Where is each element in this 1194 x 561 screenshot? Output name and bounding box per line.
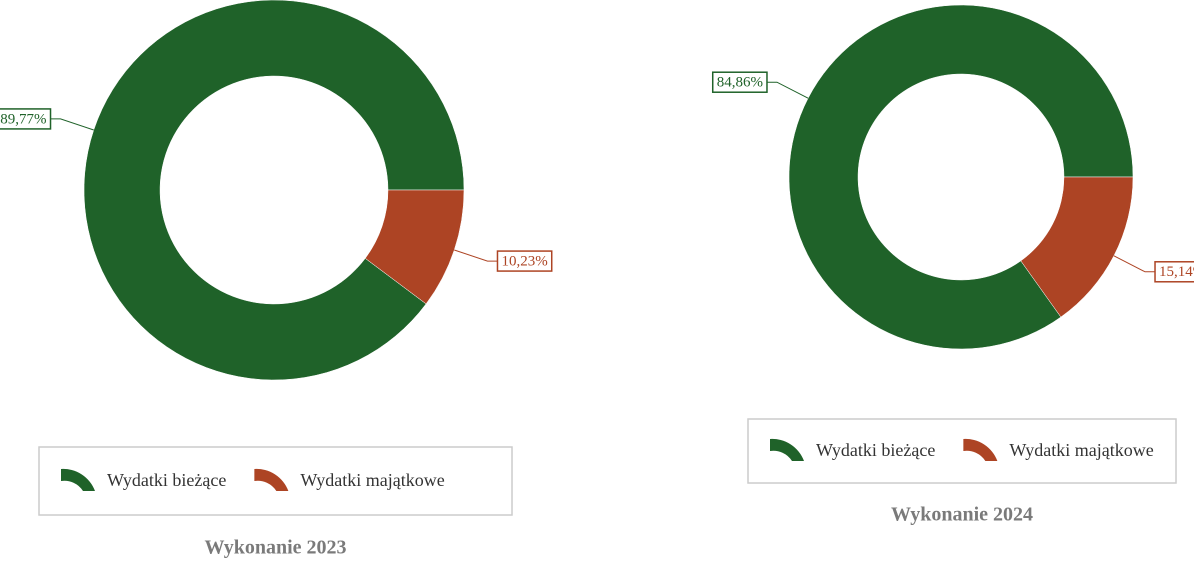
legend-label: Wydatki majątkowe [300,470,444,490]
legend-icon [770,438,804,461]
legend-icon [963,438,998,461]
donut-slice [788,4,1134,350]
legend-label: Wydatki majątkowe [1009,440,1153,460]
leader-line [766,81,809,99]
chart-title: Wykonanie 2024 [891,504,1033,526]
legend-box [747,418,1177,484]
data-label-box [1154,261,1194,283]
data-label-box [0,108,52,130]
legend-icon [61,468,95,491]
legend-label: Wydatki bieżące [107,470,226,490]
chart-title: Wykonanie 2023 [204,537,346,559]
data-label-box [496,250,553,272]
legend-label: Wydatki bieżące [816,440,935,460]
data-label: 89,77% [0,111,46,127]
leader-line [50,118,94,131]
donut-slice [1020,176,1134,318]
data-label: 10,23% [501,254,547,270]
legend-icon [254,468,289,491]
leader-line [454,249,498,262]
data-label: 15,14% [1159,264,1194,280]
data-label: 84,86% [717,75,763,91]
donut-slice [364,189,465,305]
leader-line [1113,255,1156,273]
data-label-box [711,71,768,93]
donut-slice [83,0,465,381]
